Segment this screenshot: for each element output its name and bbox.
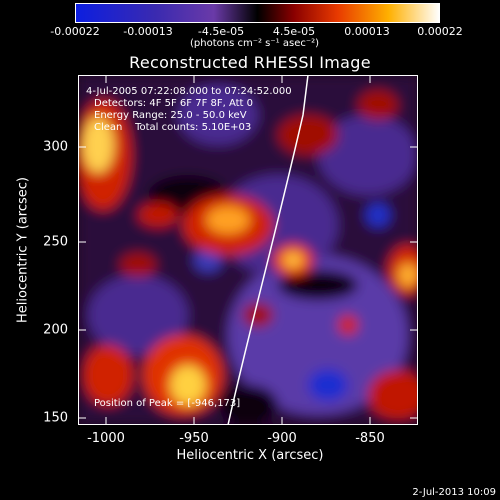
colorbar-tick: -4.5e-05 [197, 25, 245, 38]
detectors-label: Detectors: 4F 5F 6F 7F 8F, Att 0 [94, 98, 254, 109]
colorbar-tick: -0.00013 [123, 25, 173, 38]
plot-title: Reconstructed RHESSI Image [129, 53, 371, 72]
axis-ticks [78, 75, 418, 425]
y-tick-label: 250 [43, 234, 68, 250]
x-tick-label: -850 [355, 431, 385, 446]
x-tick-label: -1000 [87, 431, 125, 446]
colorbar-units: (photons cm⁻² s⁻¹ asec⁻²) [190, 38, 320, 49]
colorbar-tick: 0.00022 [417, 25, 463, 38]
energy-range-label: Energy Range: 25.0 - 50.0 keV [94, 110, 247, 121]
colorbar-tick: -0.00022 [50, 25, 100, 38]
x-axis-label: Heliocentric X (arcsec) [176, 448, 324, 463]
colorbar-tick: 0.00013 [344, 25, 390, 38]
peak-position-label: Position of Peak = [-946,173] [94, 398, 241, 409]
y-tick-label: 300 [43, 139, 68, 155]
x-tick-label: -950 [179, 431, 209, 446]
intensity-map [78, 75, 418, 425]
y-tick-label: 150 [43, 410, 68, 426]
colorbar-tick: 4.5e-05 [272, 25, 316, 38]
y-tick-label: 200 [43, 322, 68, 338]
x-tick-label: -900 [267, 431, 297, 446]
solar-limb-line [227, 75, 309, 425]
timestamp: 2-Jul-2013 10:09 [412, 487, 496, 498]
rhessi-image [78, 75, 418, 425]
method-counts-label: Clean Total counts: 5.10E+03 [94, 122, 252, 133]
colorbar [75, 3, 440, 23]
y-axis-label: Heliocentric Y (arcsec) [15, 177, 31, 323]
time-range-label: 4-Jul-2005 07:22:08.000 to 07:24:52.000 [86, 86, 292, 97]
